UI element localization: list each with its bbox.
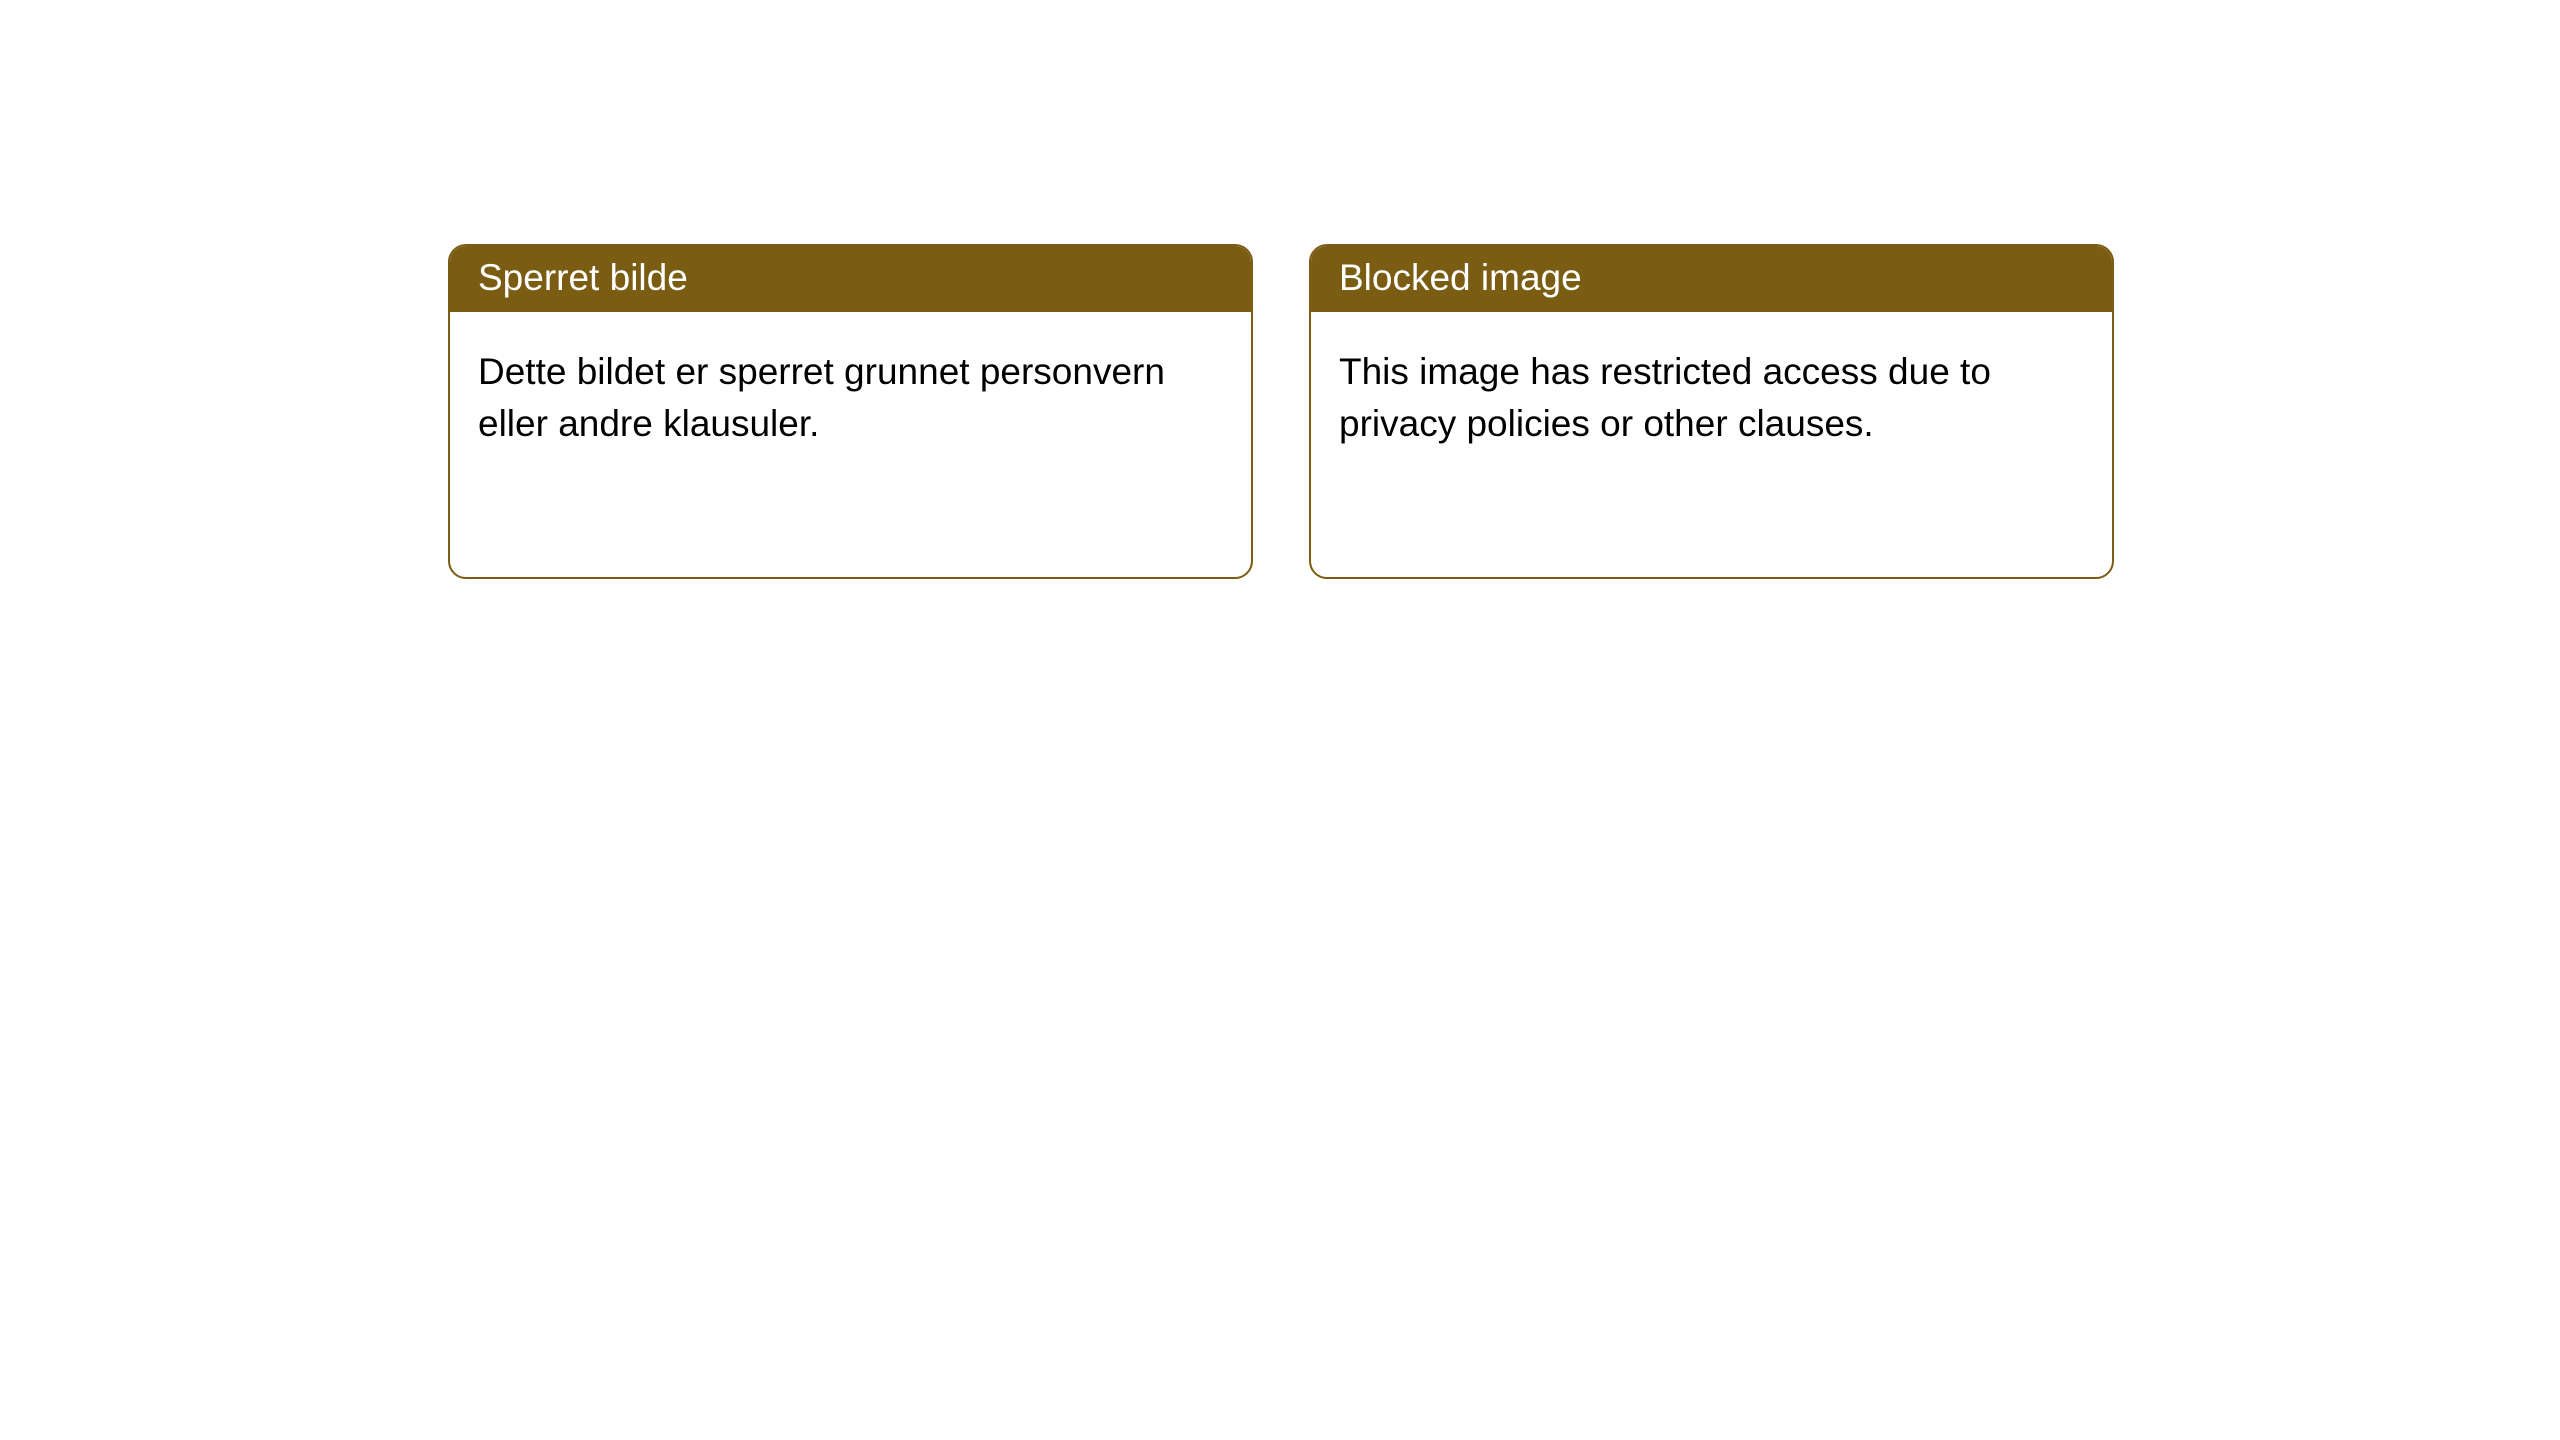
notice-body: This image has restricted access due to … — [1311, 312, 2112, 484]
notice-container: Sperret bilde Dette bildet er sperret gr… — [0, 0, 2560, 579]
notice-title: Blocked image — [1339, 257, 1582, 298]
notice-body: Dette bildet er sperret grunnet personve… — [450, 312, 1251, 484]
notice-card-english: Blocked image This image has restricted … — [1309, 244, 2114, 579]
notice-card-norwegian: Sperret bilde Dette bildet er sperret gr… — [448, 244, 1253, 579]
notice-body-text: This image has restricted access due to … — [1339, 351, 1991, 444]
notice-title: Sperret bilde — [478, 257, 688, 298]
notice-header: Blocked image — [1311, 246, 2112, 312]
notice-header: Sperret bilde — [450, 246, 1251, 312]
notice-body-text: Dette bildet er sperret grunnet personve… — [478, 351, 1165, 444]
